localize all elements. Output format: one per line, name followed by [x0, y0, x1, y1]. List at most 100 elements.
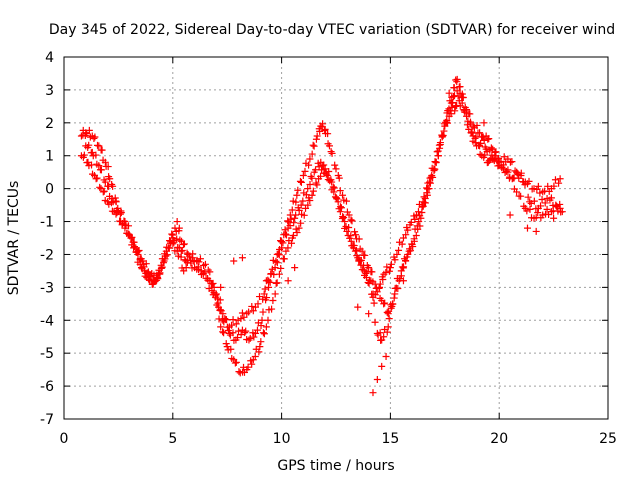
data-point [193, 256, 201, 264]
data-point [488, 151, 496, 159]
data-point [301, 167, 309, 175]
data-point [513, 188, 521, 196]
data-point [484, 158, 492, 166]
data-point [386, 264, 394, 272]
data-point [240, 313, 248, 321]
data-point [237, 315, 245, 323]
data-point [534, 182, 542, 190]
data-point [271, 264, 279, 272]
data-point [257, 338, 265, 346]
data-point [543, 205, 551, 213]
data-point [431, 158, 439, 166]
data-point [273, 259, 281, 267]
tick-layer: 0 5 10 15 20 25 -7 -6 -5 -4 -3 -2 -1 0 1 2 3 4 [40, 50, 617, 447]
data-point [393, 250, 401, 258]
data-point [380, 333, 388, 341]
data-layer [77, 75, 566, 397]
data-point [168, 230, 176, 238]
data-point [343, 227, 351, 235]
data-point [169, 240, 177, 248]
data-point [399, 277, 407, 285]
data-point [541, 199, 549, 207]
data-point [291, 214, 299, 222]
data-point [387, 260, 395, 268]
data-point [297, 219, 305, 227]
data-point [319, 120, 327, 128]
data-point [397, 267, 405, 275]
y-axis-title: SDTVAR / TECUs [6, 181, 22, 296]
data-point [113, 206, 121, 214]
data-point [273, 279, 281, 287]
data-point [196, 255, 204, 263]
data-point [292, 211, 300, 219]
data-point [155, 269, 163, 277]
data-point [182, 264, 190, 272]
data-point [293, 191, 301, 199]
data-point [463, 121, 471, 129]
data-point [221, 315, 229, 323]
data-point [280, 255, 288, 263]
data-point [451, 107, 459, 115]
x-tick-label: 10 [273, 431, 291, 447]
plot-frame [63, 56, 609, 420]
data-point [190, 257, 198, 265]
data-point [340, 214, 348, 222]
data-point [292, 198, 300, 206]
data-point [304, 201, 312, 209]
data-point [91, 133, 99, 141]
data-point [163, 251, 171, 259]
y-tick-label: 3 [45, 83, 54, 99]
data-point [272, 279, 280, 287]
data-point [284, 217, 292, 225]
data-point [385, 267, 393, 275]
data-point [288, 206, 296, 214]
data-point [435, 141, 443, 149]
data-point [282, 231, 290, 239]
data-point [383, 328, 391, 336]
data-point [234, 334, 242, 342]
data-point [526, 205, 534, 213]
data-point [269, 297, 277, 305]
data-point [95, 142, 103, 150]
data-point [327, 176, 335, 184]
data-point [438, 131, 446, 139]
data-point [217, 323, 225, 331]
data-point [404, 250, 412, 258]
data-point [517, 171, 525, 179]
data-point [137, 255, 145, 263]
data-point [125, 222, 133, 230]
data-point [254, 300, 262, 308]
data-point [177, 253, 185, 261]
data-point [352, 231, 360, 239]
y-tick-label: 0 [45, 182, 54, 198]
data-point [158, 263, 166, 271]
data-point [150, 271, 158, 279]
data-point [313, 132, 321, 140]
data-point [345, 211, 353, 219]
data-point [352, 247, 360, 255]
data-point [381, 299, 389, 307]
data-point [306, 155, 314, 163]
data-point [324, 130, 332, 138]
data-point [306, 181, 314, 189]
data-point [262, 277, 270, 285]
data-point [216, 306, 224, 314]
data-point [556, 200, 564, 208]
data-point [341, 218, 349, 226]
data-point [469, 122, 477, 130]
data-point [232, 320, 240, 328]
data-point [92, 175, 100, 183]
data-point [266, 278, 274, 286]
data-point [259, 295, 267, 303]
data-point [473, 121, 481, 129]
data-point [444, 119, 452, 127]
data-point [238, 254, 246, 262]
data-point [407, 218, 415, 226]
data-point [409, 243, 417, 251]
data-point [320, 161, 328, 169]
data-point [524, 193, 532, 201]
data-point [231, 359, 239, 367]
data-point [389, 300, 397, 308]
data-point [322, 170, 330, 178]
data-point [184, 250, 192, 258]
